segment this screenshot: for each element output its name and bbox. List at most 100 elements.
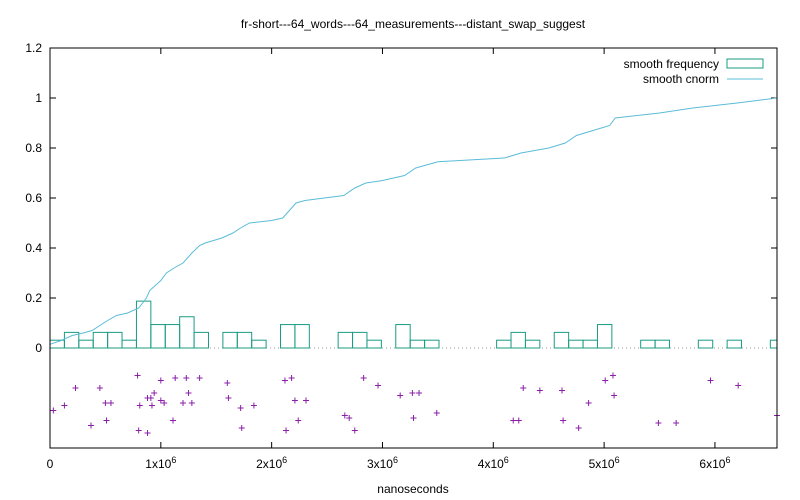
frequency-bar bbox=[92, 331, 109, 349]
y-tick-label: 0.6 bbox=[25, 191, 42, 205]
jitter-point bbox=[375, 382, 382, 389]
jitter-point bbox=[157, 397, 164, 404]
jitter-point bbox=[147, 395, 154, 401]
jitter-point bbox=[303, 397, 310, 404]
jitter-point bbox=[179, 400, 186, 406]
legend-label: smooth frequency bbox=[624, 57, 719, 71]
x-tick-exponent: 6 bbox=[282, 455, 287, 465]
frequency-bar bbox=[78, 339, 94, 349]
jitter-point bbox=[611, 392, 618, 399]
jitter-point bbox=[50, 407, 57, 414]
jitter-point bbox=[107, 400, 114, 406]
frequency-bar bbox=[236, 331, 253, 349]
jitter-point bbox=[170, 417, 177, 424]
jitter-point bbox=[196, 375, 203, 381]
x-tick-exponent: 6 bbox=[171, 455, 176, 465]
jitter-point bbox=[341, 412, 348, 419]
frequency-bar bbox=[496, 339, 512, 349]
jitter-point bbox=[409, 390, 416, 396]
jitter-point bbox=[134, 372, 141, 379]
jitter-point bbox=[360, 375, 367, 381]
x-tick-label: 6x106 bbox=[699, 455, 730, 471]
frequency-bar bbox=[107, 331, 123, 349]
x-tick-label: 2x106 bbox=[256, 455, 287, 471]
jitter-point bbox=[295, 417, 302, 424]
jitter-point bbox=[291, 397, 298, 404]
frequency-bar bbox=[640, 339, 656, 349]
x-tick-label: 4x106 bbox=[478, 455, 509, 471]
jitter-point bbox=[346, 415, 353, 421]
jitter-point bbox=[148, 402, 155, 409]
jitter-point bbox=[157, 377, 164, 384]
jitter-point bbox=[351, 427, 358, 434]
jitter-point bbox=[655, 420, 662, 426]
x-tick-mantissa: 4x10 bbox=[478, 457, 504, 471]
jitter-point bbox=[575, 425, 582, 431]
x-tick-mantissa: 5x10 bbox=[589, 457, 615, 471]
x-tick-exponent: 6 bbox=[615, 455, 620, 465]
jitter-point bbox=[151, 390, 158, 396]
y-tick-label: 0 bbox=[35, 341, 42, 355]
frequency-bar bbox=[222, 331, 238, 349]
frequency-bar bbox=[251, 339, 267, 349]
y-tick-label: 1.2 bbox=[25, 41, 42, 55]
jitter-point bbox=[161, 400, 168, 406]
frequency-bar bbox=[697, 339, 714, 349]
jitter-point bbox=[410, 415, 417, 421]
jitter-point bbox=[707, 377, 714, 384]
plot-frame bbox=[49, 47, 778, 449]
frequency-bar bbox=[568, 339, 584, 349]
jitter-point bbox=[102, 400, 109, 406]
jitter-point bbox=[144, 430, 151, 436]
jitter-point bbox=[281, 377, 288, 384]
x-tick-label: 1x106 bbox=[145, 455, 176, 471]
chart-title: fr-short---64_words---64_measurements---… bbox=[241, 17, 586, 31]
jitter-point bbox=[224, 380, 231, 386]
x-tick-mantissa: 1x10 bbox=[145, 457, 171, 471]
frequency-bar bbox=[395, 324, 411, 349]
jitter-point bbox=[510, 417, 517, 424]
x-axis-ticks: 0 1x106 2x106 3x106 4x106 5x106 6x106 bbox=[47, 48, 730, 471]
frequency-bar bbox=[294, 324, 310, 349]
jitter-point bbox=[288, 375, 295, 381]
y-tick-label: 0.8 bbox=[25, 141, 42, 155]
jitter-point bbox=[416, 390, 423, 396]
jitter-point bbox=[250, 402, 257, 409]
jitter-point bbox=[560, 417, 567, 424]
jitter-point bbox=[536, 387, 543, 394]
frequency-bar bbox=[654, 339, 671, 349]
y-tick-label: 0.4 bbox=[25, 241, 42, 255]
x-tick-mantissa: 2x10 bbox=[256, 457, 282, 471]
frequency-bar bbox=[510, 331, 526, 349]
y-tick-label: 0.2 bbox=[25, 291, 42, 305]
jitter-point bbox=[559, 387, 566, 394]
frequency-bar bbox=[121, 339, 137, 349]
x-tick-mantissa: 3x10 bbox=[367, 457, 393, 471]
y-tick-label: 1 bbox=[35, 91, 42, 105]
jitter-point bbox=[673, 420, 680, 426]
jitter-point bbox=[185, 390, 192, 396]
y-axis-ticks: 0 0.2 0.4 0.6 0.8 1 1.2 bbox=[25, 41, 777, 355]
frequency-bar bbox=[337, 331, 354, 349]
frequency-bar bbox=[179, 316, 195, 349]
x-tick-mantissa: 6x10 bbox=[699, 457, 725, 471]
jitter-point bbox=[188, 400, 195, 406]
legend-label: smooth cnorm bbox=[643, 72, 719, 86]
x-tick-exponent: 6 bbox=[393, 455, 398, 465]
jitter-point bbox=[172, 375, 179, 381]
frequency-bar bbox=[409, 339, 426, 349]
frequency-bar bbox=[553, 331, 570, 349]
jitter-points bbox=[50, 372, 780, 436]
x-axis-label: nanoseconds bbox=[377, 482, 448, 496]
jitter-point bbox=[283, 427, 290, 434]
frequency-bar bbox=[769, 339, 778, 349]
jitter-point bbox=[609, 372, 616, 379]
frequency-bar bbox=[352, 331, 368, 349]
x-tick-mantissa: 0 bbox=[47, 457, 54, 471]
jitter-point bbox=[88, 422, 95, 429]
jitter-point bbox=[183, 375, 190, 381]
jitter-point bbox=[735, 382, 742, 389]
jitter-point bbox=[602, 377, 609, 384]
